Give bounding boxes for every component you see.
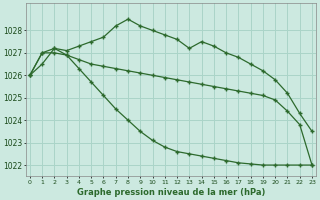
X-axis label: Graphe pression niveau de la mer (hPa): Graphe pression niveau de la mer (hPa) [77,188,265,197]
